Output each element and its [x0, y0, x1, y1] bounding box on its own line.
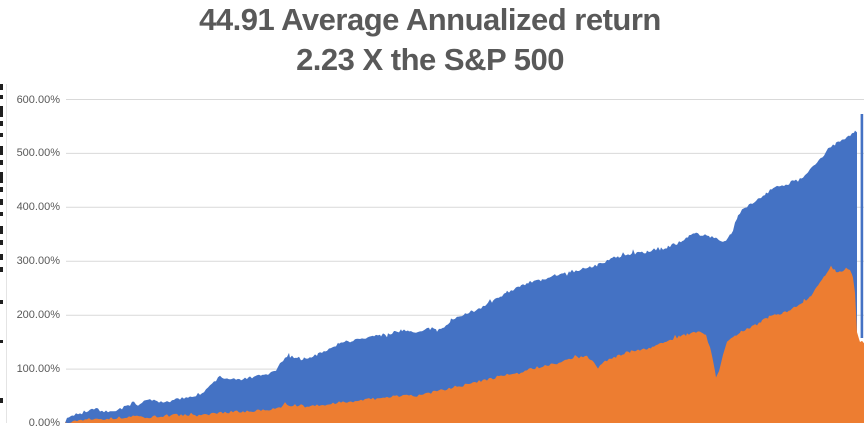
clipped-text-fragment — [0, 121, 3, 126]
clipped-text-fragment — [0, 172, 3, 183]
clipped-text-fragment — [0, 300, 3, 304]
chart-title-line2: 2.23 X the S&P 500 — [296, 42, 564, 77]
clipped-text-fragment — [0, 254, 3, 260]
clipped-text-fragment — [0, 95, 3, 99]
clipped-text-fragment — [0, 212, 3, 216]
clipped-text-fragment — [0, 187, 3, 192]
orange-area-cumulative-return — [65, 265, 864, 423]
clipped-text-fragment — [0, 106, 3, 117]
y-axis-tick-label: 100.00% — [16, 363, 60, 375]
clipped-text-fragment — [0, 160, 3, 165]
clipped-text-fragment — [0, 226, 3, 234]
clipped-text-fragment — [0, 240, 3, 245]
clipped-text-fragment — [0, 398, 3, 403]
chart-title: 44.91 Average Annualized return 2.23 X t… — [0, 0, 860, 80]
clipped-text-fragment — [0, 199, 3, 205]
chart-title-line1: 44.91 Average Annualized return — [199, 2, 661, 37]
y-axis-tick-label: 200.00% — [16, 309, 60, 321]
y-axis-tick-label: 400.00% — [16, 201, 60, 213]
clipped-left-edge-line — [6, 84, 7, 423]
y-axis-tick-label: 600.00% — [16, 94, 60, 106]
y-axis-tick-label: 300.00% — [16, 255, 60, 267]
clipped-text-fragment — [0, 84, 3, 90]
clipped-right-edge-artifact — [860, 114, 864, 338]
y-axis-tick-label: 500.00% — [16, 147, 60, 159]
clipped-text-fragment — [0, 340, 3, 343]
clipped-text-fragment — [0, 267, 3, 272]
clipped-text-fragment — [0, 133, 3, 137]
y-axis-tick-label: 0.00% — [28, 417, 60, 429]
clipped-text-fragment — [0, 146, 3, 155]
